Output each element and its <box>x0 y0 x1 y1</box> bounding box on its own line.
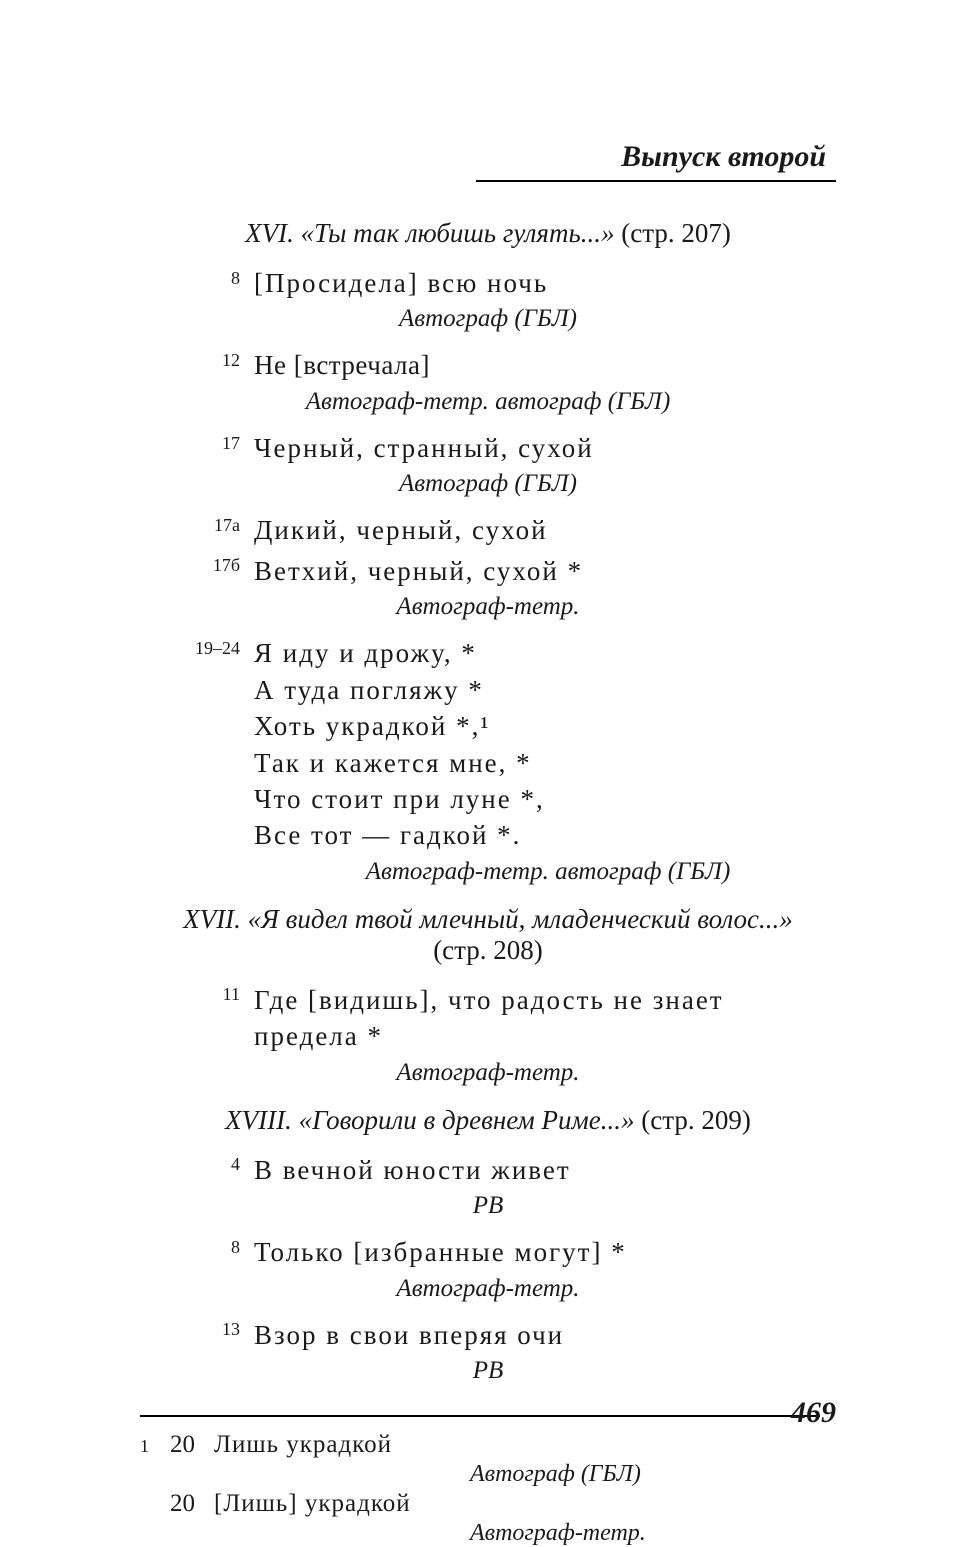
variant-entry: 4 В вечной юности живет <box>140 1152 836 1188</box>
section-pageref: (стр. 208) <box>433 935 543 965</box>
variant-continuation: Все тот — гадкой *. <box>254 817 836 853</box>
variant-entry: 11 Где [видишь], что радость не знает пр… <box>140 982 836 1055</box>
line-number: 4 <box>140 1152 254 1186</box>
source-ref: Автограф-тетр. автограф (ГБЛ) <box>140 858 836 886</box>
footnotes: 1 20 Лишь украдкой Автограф (ГБЛ) 20 [Ли… <box>140 1431 836 1547</box>
line-number: 8 <box>140 266 254 300</box>
variant-text: Только [избранные могут] * <box>254 1234 836 1270</box>
section-roman: XVIII. <box>225 1105 292 1135</box>
variant-entry: 13 Взор в свои вперяя очи <box>140 1317 836 1353</box>
variant-text: [Просидела] всю ночь <box>254 265 836 301</box>
source-ref: Автограф (ГБЛ) <box>140 470 836 498</box>
source-ref: Автограф-тетр. <box>140 1059 836 1087</box>
variant-text: Дикий, черный, сухой <box>254 512 836 548</box>
footnote-text: [Лишь] украдкой <box>214 1490 836 1518</box>
page-number: 469 <box>791 1396 836 1430</box>
source-ref: РВ <box>140 1357 836 1385</box>
variant-text: Где [видишь], что радость не знает преде… <box>254 982 836 1055</box>
line-number: 11 <box>140 982 254 1016</box>
footnote-rule <box>140 1415 820 1417</box>
source-ref: Автограф (ГБЛ) <box>140 305 836 333</box>
section-quote: «Говорили в древнем Риме...» <box>299 1105 635 1135</box>
footnote-row: 20 [Лишь] украдкой <box>140 1490 836 1518</box>
section-roman: XVI. <box>245 218 294 248</box>
variant-continuation: Хоть украдкой *,¹ <box>254 708 836 744</box>
section-quote: «Я видел твой млечный, младенческий воло… <box>248 904 793 934</box>
variant-entry: 17 Черный, странный, сухой <box>140 430 836 466</box>
line-number: 17 <box>140 431 254 465</box>
variant-entry: 8 Только [избранные могут] * <box>140 1234 836 1270</box>
section-title-xviii: XVIII. «Говорили в древнем Риме...» (стр… <box>140 1105 836 1136</box>
line-number: 8 <box>140 1235 254 1269</box>
variant-text: Черный, странный, сухой <box>254 430 836 466</box>
line-number: 17б <box>140 553 254 587</box>
variant-entry: 19–24 Я иду и дрожу, * А туда погляжу * … <box>140 635 836 854</box>
variant-continuation: Что стоит при луне *, <box>254 781 836 817</box>
variant-continuation: А туда погляжу * <box>254 672 836 708</box>
variant-text: Взор в свои вперяя очи <box>254 1317 836 1353</box>
section-title-xvi: XVI. «Ты так любишь гулять...» (стр. 207… <box>140 218 836 249</box>
footnote-marker: 1 <box>140 1436 170 1457</box>
footnote-lineno: 20 <box>170 1490 214 1518</box>
variant-text: Ветхий, черный, сухой * <box>254 553 836 589</box>
section-title-xvii: XVII. «Я видел твой млечный, младенчески… <box>140 904 836 966</box>
section-pageref: (стр. 207) <box>621 218 731 248</box>
source-ref: Автограф-тетр. <box>140 593 836 621</box>
source-ref: РВ <box>140 1192 836 1220</box>
source-ref: Автограф-тетр. автограф (ГБЛ) <box>140 388 836 416</box>
variant-entry: 17а Дикий, черный, сухой <box>140 512 836 548</box>
footnote-text: Лишь украдкой <box>214 1431 836 1459</box>
source-ref: Автограф-тетр. <box>140 1275 836 1303</box>
variant-entry: 12 Не [встречала] <box>140 347 836 383</box>
head-rule <box>476 180 836 182</box>
running-head: Выпуск второй <box>140 140 836 174</box>
footnote-source: Автограф-тетр. <box>470 1520 836 1547</box>
line-number: 19–24 <box>140 636 254 670</box>
variant-text: Я иду и дрожу, * <box>254 635 836 671</box>
variant-entry: 17б Ветхий, черный, сухой * <box>140 553 836 589</box>
variant-entry: 8 [Просидела] всю ночь <box>140 265 836 301</box>
line-number: 12 <box>140 348 254 382</box>
footnote-row: 1 20 Лишь украдкой <box>140 1431 836 1459</box>
line-number: 13 <box>140 1317 254 1351</box>
variant-text: Не [встречала] <box>254 347 836 383</box>
line-number: 17а <box>140 513 254 547</box>
footnote-source: Автограф (ГБЛ) <box>470 1461 836 1488</box>
page: Выпуск второй XVI. «Ты так любишь гулять… <box>0 0 956 1500</box>
section-roman: XVII. <box>183 904 241 934</box>
footnote-lineno: 20 <box>170 1431 214 1459</box>
section-quote: «Ты так любишь гулять...» <box>301 218 615 248</box>
section-pageref: (стр. 209) <box>641 1105 751 1135</box>
variant-continuation: Так и кажется мне, * <box>254 745 836 781</box>
variant-text: В вечной юности живет <box>254 1152 836 1188</box>
